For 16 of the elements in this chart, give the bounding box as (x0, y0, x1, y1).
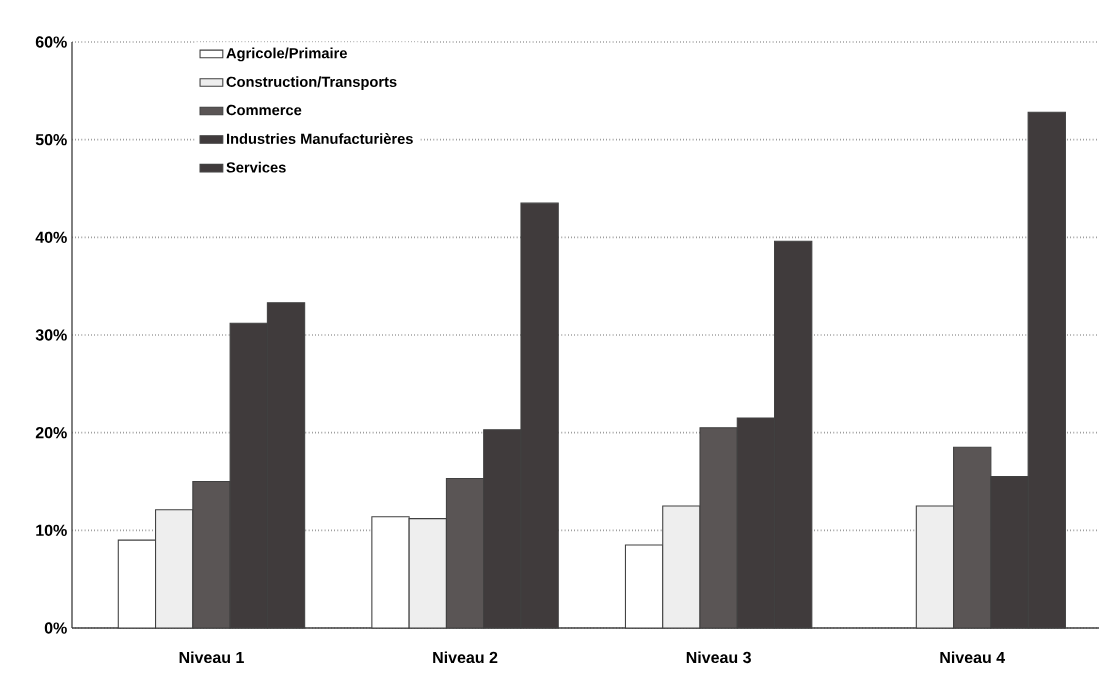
legend-label: Construction/Transports (226, 76, 397, 90)
legend-label: Services (226, 161, 286, 173)
y-tick-label: 40% (35, 231, 67, 243)
x-tick-label: Niveau 4 (940, 651, 1006, 664)
y-tick-label: 60% (35, 36, 67, 48)
y-tick-label: 10% (36, 524, 67, 536)
legend-label: Agricole/Primaire (226, 47, 347, 62)
x-tick-label: Niveau 1 (179, 651, 244, 664)
y-tick-label: 30% (35, 329, 67, 341)
y-tick-label: 0% (44, 622, 67, 634)
legend-label: Industries Manufacturières (226, 133, 413, 144)
y-tick-label: 50% (35, 134, 67, 146)
y-tick-label: 20% (35, 427, 67, 439)
legend-label: Commerce (226, 104, 302, 116)
x-tick-label: Niveau 2 (433, 651, 498, 664)
x-tick-label: Niveau 3 (686, 651, 751, 664)
